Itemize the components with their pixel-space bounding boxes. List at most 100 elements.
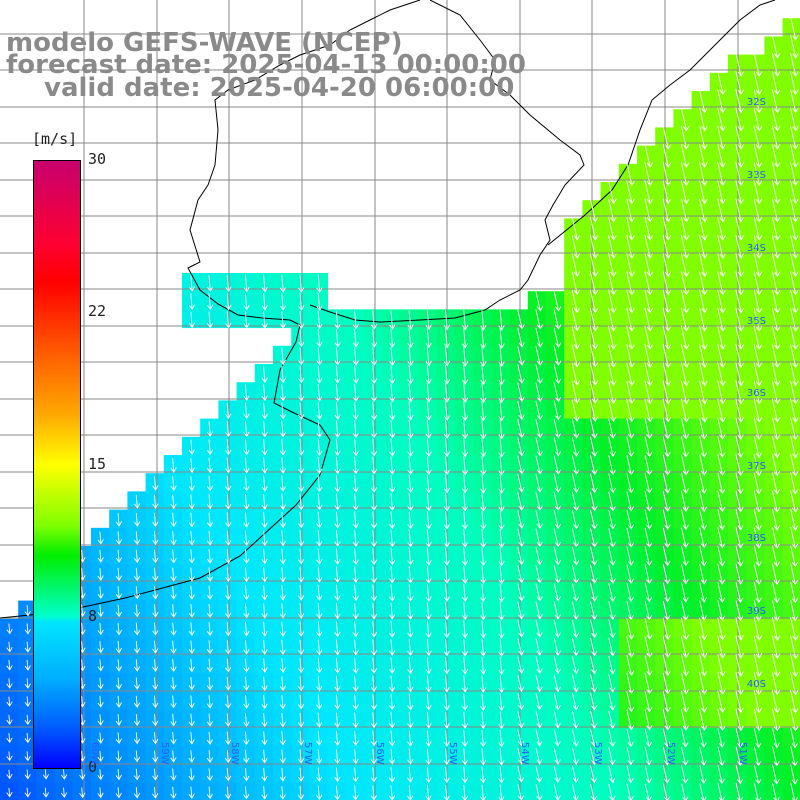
wind-vector [152,695,159,709]
wind-vector [626,747,634,766]
wind-speed-cell [564,345,583,365]
wind-speed-cell [746,200,765,219]
wind-vector [535,766,543,783]
wind-vector [480,602,487,621]
wind-vector [662,491,671,512]
wind-vector [425,620,432,639]
wind-speed-cell [728,709,747,729]
wind-vector [771,435,781,459]
wind-vector [370,566,378,584]
wind-vector [680,234,690,259]
wind-vector [407,620,414,638]
wind-speed-cell [782,491,800,511]
wind-speed-cell [637,491,656,511]
wind-vector [498,309,505,331]
wind-speed-cell [546,327,565,347]
wind-speed-cell [527,764,547,784]
wind-vector [6,733,13,744]
wind-vector [170,786,177,799]
wind-speed-cell [709,546,729,565]
wind-vector [316,511,323,529]
wind-vector [790,435,799,459]
wind-speed-cell [509,491,529,511]
wind-speed-cell [782,200,800,219]
wind-speed-cell [728,364,747,383]
wind-vector [662,325,672,350]
wind-vector [425,712,432,729]
wind-vector [699,234,708,259]
wind-vector [608,710,616,729]
wind-vector [735,71,745,95]
wind-vector [717,271,726,296]
wind-vector [535,729,543,747]
wind-vector [279,639,286,655]
wind-vector [771,89,781,114]
wind-vector [735,216,745,241]
wind-vector [425,547,432,566]
wind-vector [662,509,671,530]
wind-vector [589,234,599,259]
wind-vector [571,455,580,475]
wind-vector [717,107,726,132]
wind-vector [681,454,689,476]
wind-speed-cell [600,418,620,438]
wind-vector [115,513,123,527]
wind-vector [206,603,214,619]
wind-speed-cell [764,673,784,693]
wind-vector [571,473,580,494]
wind-vector [133,659,141,672]
wind-vector [462,383,469,403]
wind-speed-cell [728,200,747,219]
wind-vector [717,125,726,150]
wind-vector [662,728,671,748]
wind-vector [79,769,86,780]
wind-vector [753,180,763,205]
wind-vector [443,310,451,331]
wind-speed-cell [782,655,800,674]
wind-speed-cell [782,327,800,347]
wind-vector [24,787,31,798]
wind-vector [370,511,378,529]
wind-speed-cell [782,382,800,401]
wind-speed-cell [564,600,583,620]
wind-vector [316,603,323,619]
wind-vector [370,621,378,638]
wind-vector [79,787,86,799]
wind-speed-cell [618,455,638,474]
wind-vector [790,52,799,77]
wind-vector [553,619,561,638]
wind-vector [771,71,781,95]
wind-speed-cell [691,473,711,492]
wind-speed-cell [564,418,583,438]
wind-speed-cell [564,364,583,383]
wind-vector [389,602,396,620]
wind-vector [443,419,451,439]
wind-vector [644,509,653,530]
wind-vector [699,380,708,405]
wind-vector [662,617,671,641]
coastline [0,0,776,619]
wind-vector [443,584,450,602]
wind-speed-cell [564,746,583,765]
wind-vector [297,639,305,656]
wind-speed-cell [637,709,656,729]
wind-vector [608,637,616,657]
wind-vector [735,344,745,368]
wind-vector [480,547,487,567]
wind-vector [644,709,653,731]
wind-vector [297,566,305,583]
wind-vector [517,346,525,366]
wind-speed-cell [564,218,583,238]
wind-vector [662,691,671,713]
wind-vector [334,657,341,674]
wind-vector [644,234,654,259]
wind-vector [407,748,414,765]
wind-speed-cell [746,218,765,238]
wind-vector [680,436,689,458]
wind-speed-cell [637,309,656,329]
wind-speed-cell [600,709,620,729]
wind-vector [735,708,744,732]
wind-vector [662,216,672,241]
wind-vector [535,309,544,330]
wind-vector [498,547,505,567]
